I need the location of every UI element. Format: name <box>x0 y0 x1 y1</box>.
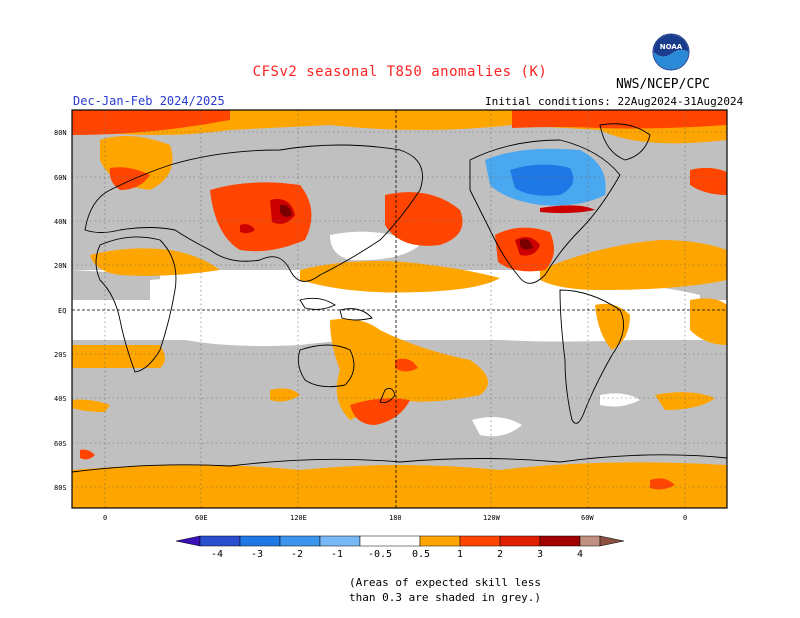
equator-dateline <box>72 110 727 508</box>
coastlines <box>72 123 727 473</box>
cold-anomaly-1-2 <box>510 164 574 196</box>
lat-label: 80N <box>54 129 67 137</box>
lon-label: 0 <box>103 514 107 522</box>
lat-label: 20N <box>54 262 67 270</box>
lat-label: EQ <box>58 307 66 315</box>
lon-label: 120W <box>483 514 501 522</box>
neutral-regions <box>150 231 700 437</box>
map-title: CFSv2 seasonal T850 anomalies (K) <box>252 64 548 80</box>
warm-anomaly-1-2 <box>72 110 727 490</box>
lon-label: 0 <box>683 514 687 522</box>
forecast-period: Dec-Jan-Feb 2024/2025 <box>73 94 225 108</box>
skill-footnote: (Areas of expected skill less than 0.3 a… <box>349 576 542 604</box>
map-frame <box>71 109 728 509</box>
lat-label: 60S <box>54 440 67 448</box>
longitude-labels: 0 60E 120E 180 120W 60W 0 <box>103 514 687 522</box>
lat-label: 80S <box>54 484 67 492</box>
noaa-logo-text: NOAA <box>660 43 683 51</box>
latitude-labels: 80N 60N 40N 20N EQ 20S 40S 60S 80S <box>54 129 67 492</box>
noaa-logo-icon: NOAA <box>652 33 690 71</box>
agency-label: NWS/NCEP/CPC <box>616 77 710 92</box>
lon-label: 120E <box>290 514 307 522</box>
lat-label: 40S <box>54 395 67 403</box>
lon-label: 60E <box>195 514 208 522</box>
lon-label: 60W <box>581 514 594 522</box>
initial-conditions: Initial conditions: 22Aug2024-31Aug2024 <box>485 95 744 108</box>
lat-label: 60N <box>54 174 67 182</box>
warm-anomaly-3-4 <box>280 204 533 250</box>
anomaly-map: 80N 60N 40N 20N EQ 20S 40S 60S 80S 0 60E… <box>54 109 728 522</box>
lon-label: 180 <box>389 514 402 522</box>
lat-label: 40N <box>54 218 67 226</box>
lat-lon-grid <box>72 110 727 508</box>
lat-label: 20S <box>54 351 67 359</box>
